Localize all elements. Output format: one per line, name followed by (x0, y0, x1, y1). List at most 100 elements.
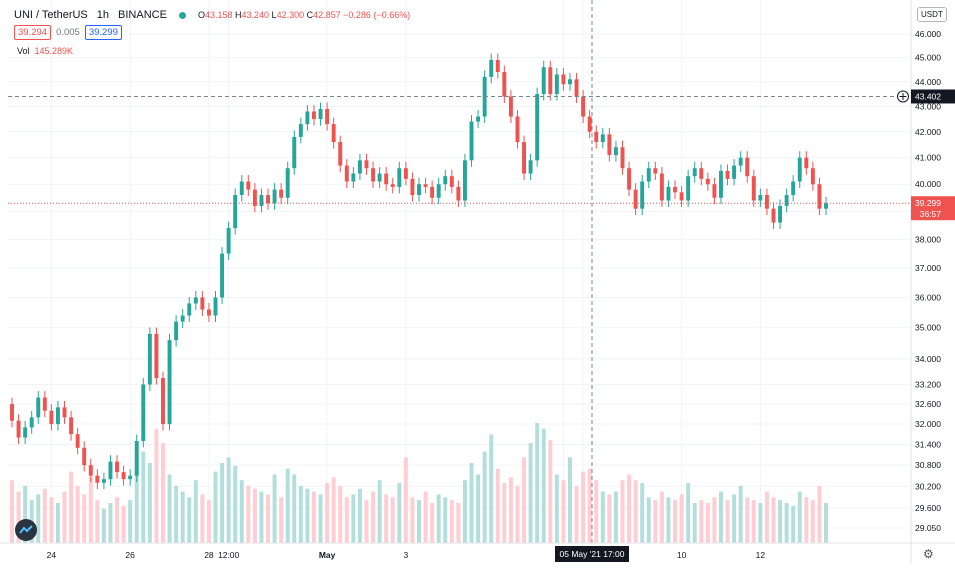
volume-bar (456, 503, 461, 543)
candle (226, 221, 231, 261)
last-price-box (911, 196, 955, 221)
candle-body (535, 94, 540, 161)
volume-bar (246, 485, 251, 543)
currency-button[interactable]: USDT (917, 7, 947, 22)
candle (778, 199, 783, 229)
time-tick-label: 12 (756, 550, 766, 560)
candle (745, 151, 750, 183)
candle-body (180, 315, 185, 322)
volume-bar (659, 491, 664, 543)
candle-body (784, 195, 789, 206)
candle (69, 410, 74, 441)
candle-body (49, 410, 54, 425)
candle (620, 140, 625, 175)
candle-body (581, 96, 586, 117)
candle-body (476, 116, 481, 122)
candle (88, 458, 93, 483)
candle-body (279, 189, 284, 198)
ask-button[interactable]: 39.299 (84, 25, 122, 40)
candle (430, 180, 435, 205)
candle (128, 469, 133, 486)
candle-body (55, 407, 60, 425)
candle (541, 60, 546, 101)
candle-body (384, 173, 389, 185)
volume-bar (594, 480, 599, 543)
candle (371, 161, 376, 188)
volume-bar (548, 440, 553, 543)
candle-body (528, 160, 533, 174)
candle (718, 164, 723, 205)
candle (193, 291, 198, 310)
volume-bar (751, 500, 756, 543)
candle-body (134, 440, 139, 476)
candle (279, 183, 284, 205)
candle-body (817, 184, 822, 209)
volume-bar (587, 468, 592, 543)
volume-bar (101, 508, 106, 543)
candle (462, 153, 467, 207)
candle (351, 167, 356, 188)
settings-gear-icon[interactable]: ⚙ (923, 547, 934, 561)
candle (771, 202, 776, 229)
volume-bar (226, 457, 231, 543)
candle (233, 188, 238, 235)
crosshair-price-box (911, 89, 955, 104)
candle (607, 127, 612, 162)
bid-button[interactable]: 39.294 (14, 25, 52, 40)
candle-body (804, 157, 809, 169)
candle-body (725, 170, 730, 179)
volume-bar (653, 500, 658, 543)
candle (101, 472, 106, 490)
volume-label: Vol (17, 46, 30, 56)
candle (285, 161, 290, 205)
price-tick-label: 30.800 (915, 460, 941, 470)
price-tick-label: 36.000 (915, 292, 941, 302)
candle (476, 110, 481, 129)
candle-body (325, 108, 330, 125)
candle-body (121, 472, 126, 480)
price-tick-label: 41.000 (915, 153, 941, 163)
price-tick-label: 45.000 (915, 53, 941, 63)
candle (252, 183, 257, 213)
volume-bar (187, 497, 192, 543)
volume-bar (206, 500, 211, 543)
volume-bar (390, 497, 395, 543)
candle (653, 161, 658, 180)
candle-body (417, 184, 421, 196)
tradingview-logo-icon[interactable] (15, 519, 37, 541)
ohlc-values: O43.158 H43.240 L42.300 C42.857 −0.286 (… (198, 10, 410, 20)
volume-bar (771, 497, 776, 543)
candle-body (600, 134, 605, 143)
candle (82, 441, 87, 472)
candle (311, 105, 316, 126)
candle-body (640, 181, 645, 209)
volume-bar (574, 485, 579, 543)
price-tick-label: 42.000 (915, 127, 941, 137)
volume-bar (272, 474, 277, 543)
volume-bar (522, 457, 527, 543)
volume-bar (758, 503, 763, 543)
volume-bar (16, 491, 21, 543)
volume-bar (161, 443, 165, 543)
volume-bar (600, 491, 605, 543)
candle-body (390, 184, 395, 187)
candle-body (646, 168, 651, 182)
candle-body (443, 176, 448, 185)
price-tick-label: 29.600 (915, 503, 941, 513)
volume-bar (200, 494, 205, 543)
candle-body (338, 142, 343, 166)
candle-body (522, 142, 527, 174)
crosshair-plus-icon[interactable] (897, 90, 909, 103)
volume-bar (364, 500, 369, 543)
symbol-name[interactable]: UNI / TetherUS (14, 9, 88, 21)
candle-body (101, 479, 106, 483)
price-tick-label: 32.600 (915, 399, 941, 409)
candle (502, 65, 507, 104)
tradingview-logo-glyph (19, 525, 33, 534)
candle-body (653, 168, 658, 174)
volume-bar (121, 505, 126, 543)
low-value: 42.300 (276, 10, 305, 20)
interval-label[interactable]: 1h (96, 9, 110, 21)
